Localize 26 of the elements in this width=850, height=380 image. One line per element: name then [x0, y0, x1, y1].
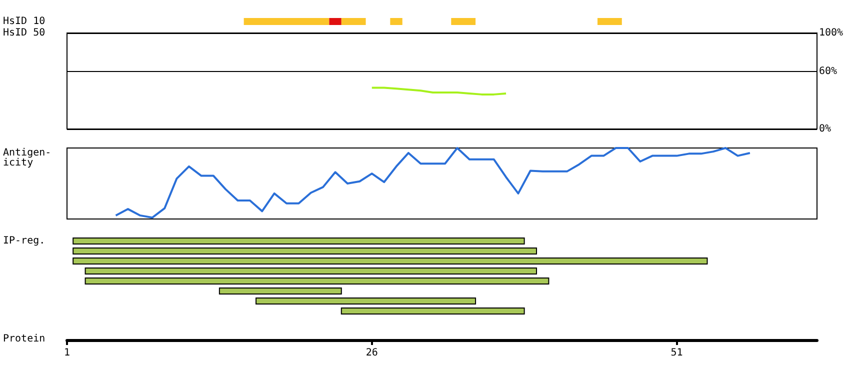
bar: [341, 18, 366, 25]
y-tick-label: 60%: [819, 66, 838, 77]
bar: [329, 18, 342, 25]
bar: [340, 308, 525, 314]
x-tick-label: 1: [64, 348, 70, 358]
y-tick-label: 100%: [819, 28, 844, 38]
y-axis-title: IP-reg.: [3, 236, 46, 246]
y-tick-label: HsID 10: [3, 16, 46, 27]
bar: [256, 298, 476, 304]
bar: [72, 258, 708, 264]
y-axis-title: HsID 50: [3, 28, 46, 38]
x-tick-label: 26: [366, 348, 378, 358]
bar: [451, 18, 476, 25]
y-axis-title: Antigen- icity: [3, 148, 52, 168]
bar: [597, 18, 622, 25]
bar: [390, 18, 402, 25]
bar: [218, 288, 342, 294]
bar: [84, 268, 538, 274]
x-axis-title: Protein: [3, 334, 46, 344]
y-tick-label: 0%: [819, 124, 832, 134]
x-tick-label: 51: [670, 348, 683, 358]
bar: [84, 278, 550, 284]
line-series: [370, 86, 508, 96]
bar: [244, 18, 330, 25]
bar: [72, 248, 538, 254]
bar: [72, 238, 525, 244]
